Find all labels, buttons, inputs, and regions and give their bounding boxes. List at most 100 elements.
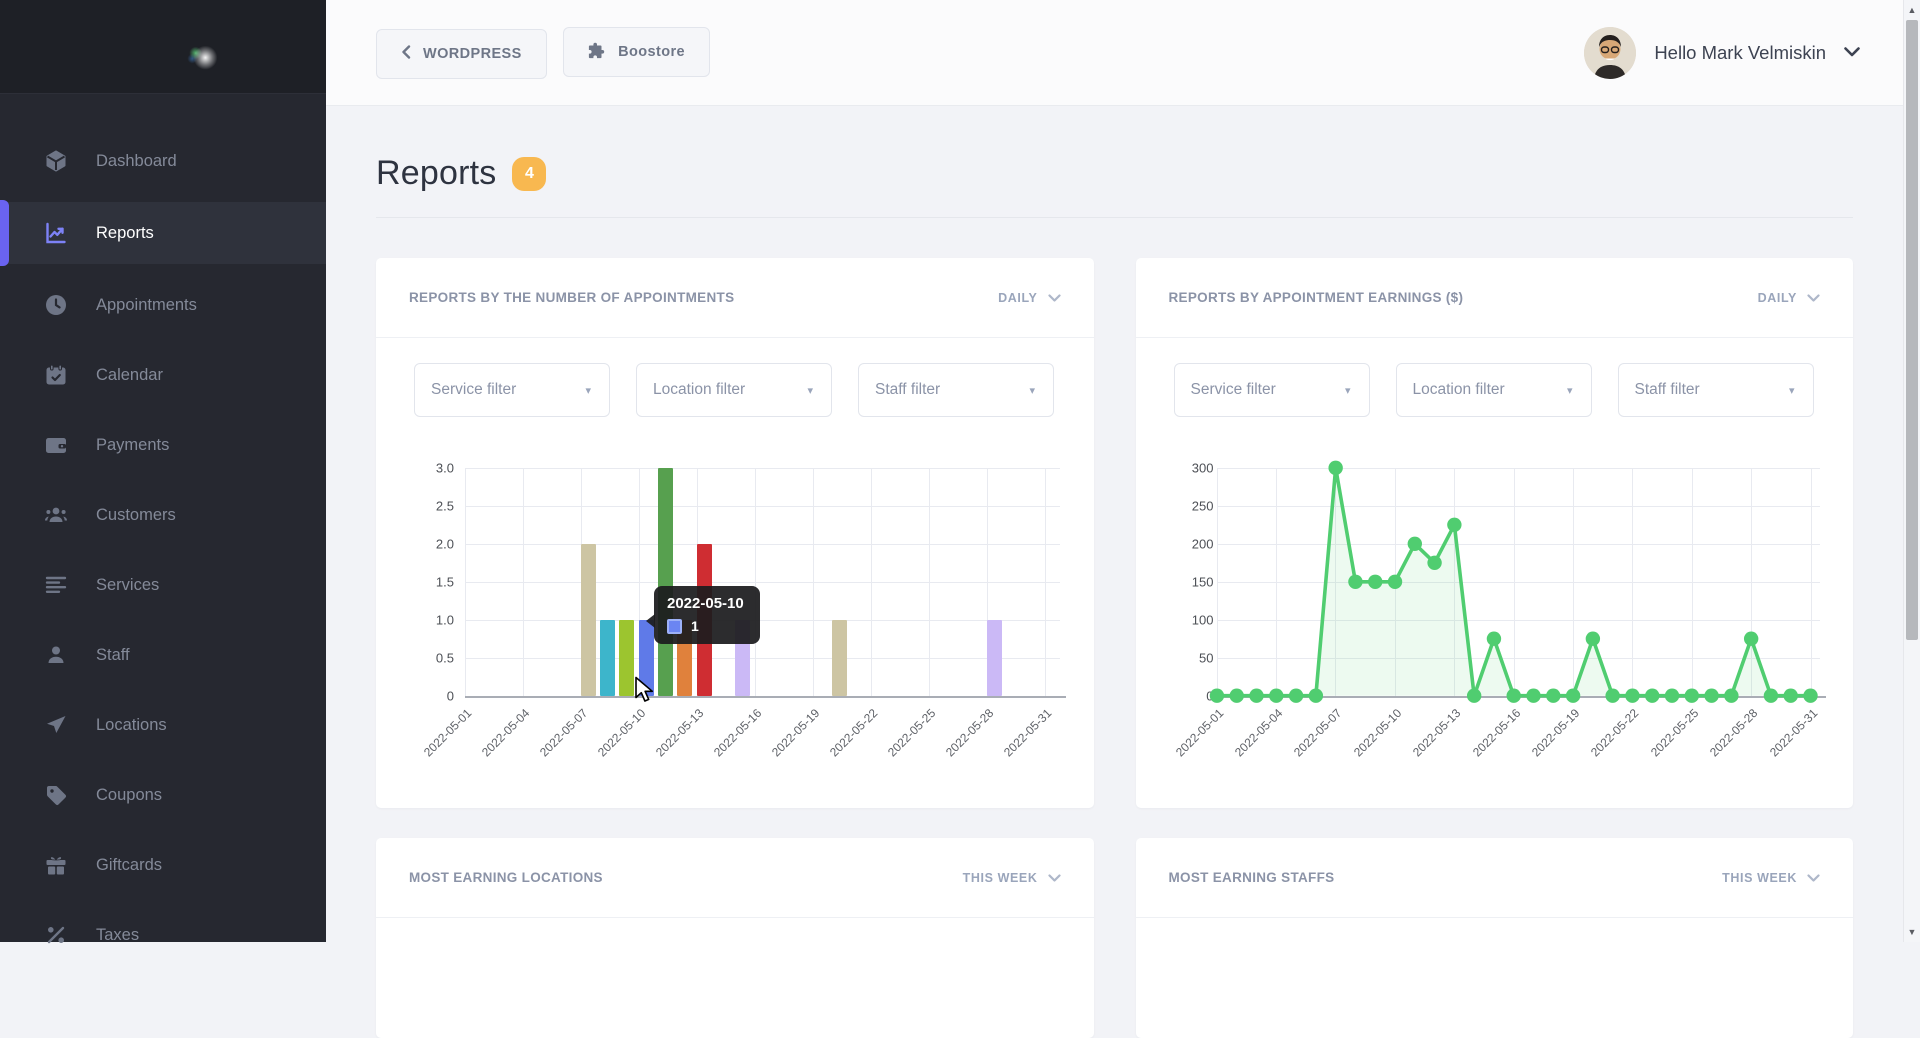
wordpress-back-button[interactable]: WORDPRESS	[376, 29, 547, 79]
grid-line	[523, 468, 524, 696]
reports-count-badge: 4	[512, 157, 546, 191]
scrollbar-thumb[interactable]	[1906, 20, 1918, 640]
tooltip-series-swatch	[667, 619, 682, 634]
divider	[376, 217, 1853, 218]
grid-line	[465, 544, 1060, 545]
x-axis-tick-label: 2022-05-31	[1001, 706, 1054, 759]
data-point[interactable]	[1783, 688, 1797, 702]
scroll-up-arrow[interactable]: ▲	[1904, 5, 1920, 15]
grid-line	[871, 468, 872, 696]
y-axis-tick-label: 0.5	[402, 651, 454, 666]
card-title: MOST EARNING LOCATIONS	[409, 870, 603, 885]
tooltip-value: 1	[691, 618, 699, 634]
data-point[interactable]	[1348, 575, 1362, 589]
data-point[interactable]	[1229, 688, 1243, 702]
data-point[interactable]	[1684, 688, 1698, 702]
bar[interactable]	[832, 620, 847, 696]
data-point[interactable]	[1704, 688, 1718, 702]
most-earning-staffs-card: MOST EARNING STAFFS THIS WEEK	[1136, 838, 1854, 1038]
data-point[interactable]	[1387, 575, 1401, 589]
period-dropdown[interactable]: THIS WEEK	[1722, 871, 1820, 885]
data-point[interactable]	[1763, 688, 1777, 702]
data-point[interactable]	[1743, 632, 1757, 646]
data-point[interactable]	[1585, 632, 1599, 646]
topbar-buttons: WORDPRESS Boostore	[376, 27, 710, 79]
earnings-chart-card: REPORTS BY APPOINTMENT EARNINGS ($) DAIL…	[1136, 258, 1854, 808]
data-point[interactable]	[1546, 688, 1560, 702]
customers-icon	[44, 503, 68, 527]
data-point[interactable]	[1664, 688, 1678, 702]
sidebar-item-appointments[interactable]: Appointments	[0, 276, 326, 334]
data-point[interactable]	[1486, 632, 1500, 646]
window-scrollbar[interactable]: ▲ ▼	[1903, 0, 1920, 942]
line-path	[1216, 468, 1810, 696]
grid-line	[465, 658, 1060, 659]
data-point[interactable]	[1368, 575, 1382, 589]
sidebar-item-coupons[interactable]: Coupons	[0, 766, 326, 824]
data-point[interactable]	[1427, 556, 1441, 570]
sidebar-item-dashboard[interactable]: Dashboard	[0, 132, 326, 190]
sidebar-item-label: Dashboard	[96, 152, 177, 171]
x-axis-tick-label: 2022-05-10	[595, 706, 648, 759]
user-greeting: Hello Mark Velmiskin	[1654, 42, 1826, 64]
sidebar-item-payments[interactable]: Payments	[0, 416, 326, 474]
bar[interactable]	[619, 620, 634, 696]
x-axis-tick-label: 2022-05-16	[711, 706, 764, 759]
topbar: WORDPRESS Boostore Hello Mark Velmiskin	[326, 0, 1920, 106]
chevron-left-icon	[401, 45, 411, 63]
data-point[interactable]	[1447, 518, 1461, 532]
grid-line	[465, 620, 1060, 621]
bar[interactable]	[581, 544, 596, 696]
earnings-line-chart: 3002502001501005002022-05-012022-05-0420…	[1136, 258, 1854, 808]
x-axis-tick-label: 2022-05-28	[943, 706, 996, 759]
tooltip-arrow	[646, 614, 655, 628]
data-point[interactable]	[1803, 688, 1817, 702]
bar[interactable]	[600, 620, 615, 696]
data-point[interactable]	[1724, 688, 1738, 702]
sidebar-item-locations[interactable]: Locations	[0, 696, 326, 754]
sidebar-item-label: Reports	[96, 224, 154, 243]
data-point[interactable]	[1625, 688, 1639, 702]
bar[interactable]	[658, 468, 673, 696]
period-dropdown[interactable]: THIS WEEK	[963, 871, 1061, 885]
y-axis-tick-label: 1.5	[402, 575, 454, 590]
chevron-down-icon	[1807, 874, 1820, 882]
sidebar-item-staff[interactable]: Staff	[0, 626, 326, 684]
data-point[interactable]	[1565, 688, 1579, 702]
sidebar-item-reports[interactable]: Reports	[0, 202, 326, 264]
mouse-cursor	[634, 676, 658, 709]
boostore-button[interactable]: Boostore	[563, 27, 710, 77]
sidebar-item-calendar[interactable]: Calendar	[0, 346, 326, 404]
data-point[interactable]	[1407, 537, 1421, 551]
data-point[interactable]	[1466, 688, 1480, 702]
user-menu[interactable]: Hello Mark Velmiskin	[1584, 27, 1860, 79]
data-point[interactable]	[1308, 688, 1322, 702]
sidebar-item-label: Payments	[96, 436, 169, 455]
sidebar-item-services[interactable]: Services	[0, 556, 326, 614]
data-point[interactable]	[1506, 688, 1520, 702]
data-point[interactable]	[1605, 688, 1619, 702]
chevron-down-icon	[1048, 874, 1061, 882]
scroll-down-arrow[interactable]: ▼	[1904, 927, 1920, 937]
staff-icon	[44, 643, 68, 667]
sidebar-item-giftcards[interactable]: Giftcards	[0, 836, 326, 894]
sidebar-nav: Dashboard Reports Appointments Calendar	[0, 94, 326, 964]
sidebar-item-label: Calendar	[96, 366, 163, 385]
data-point[interactable]	[1645, 688, 1659, 702]
data-point[interactable]	[1288, 688, 1302, 702]
tooltip-date: 2022-05-10	[667, 595, 744, 612]
dashboard-icon	[44, 149, 68, 173]
y-axis-tick-label: 1.0	[402, 613, 454, 628]
data-point[interactable]	[1269, 688, 1283, 702]
data-point[interactable]	[1328, 461, 1342, 475]
bar[interactable]	[987, 620, 1002, 696]
sidebar-item-customers[interactable]: Customers	[0, 486, 326, 544]
y-axis-tick-label: 0	[402, 689, 454, 704]
data-point[interactable]	[1249, 688, 1263, 702]
grid-line	[465, 468, 466, 696]
data-point[interactable]	[1526, 688, 1540, 702]
calendar-icon	[44, 363, 68, 387]
area-fill	[1216, 468, 1810, 696]
data-point[interactable]	[1209, 688, 1223, 702]
